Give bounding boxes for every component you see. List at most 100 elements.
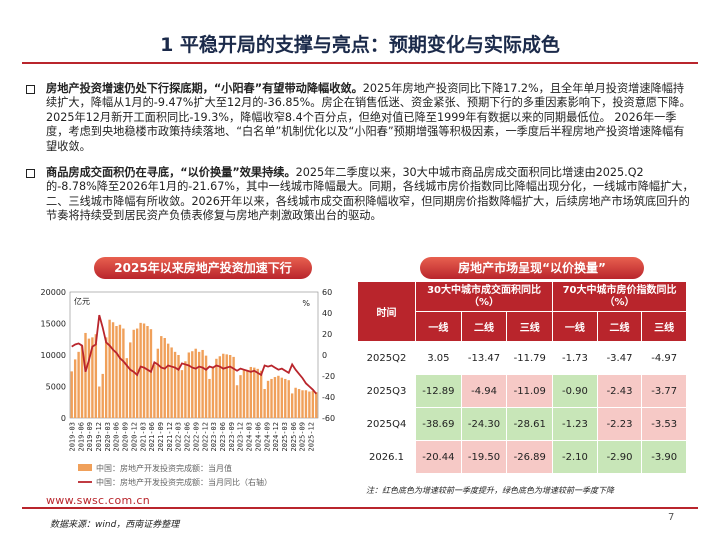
bullet-lead: 房地产投资增速仍处下行探底期，“小阳春”有望带动降幅收敛。 bbox=[46, 82, 363, 95]
bar-mark bbox=[80, 345, 84, 418]
market-table: 时间 30大中城市成交面积同比（%） 70大中城市房价指数同比（%） 一线 二线三… bbox=[357, 281, 687, 474]
legend-bar-label: 中国：房地产开发投资完成额：当月值 bbox=[96, 463, 232, 473]
x-tick-label: 2021-06 bbox=[148, 422, 156, 452]
legend-bar-swatch bbox=[78, 464, 92, 471]
value-cell: 3.05 bbox=[415, 341, 462, 375]
x-tick-label: 2025-06 bbox=[290, 422, 298, 452]
bar-mark bbox=[266, 380, 270, 418]
value-cell: -3.53 bbox=[641, 407, 687, 441]
bar-mark bbox=[108, 319, 111, 418]
page-number: 7 bbox=[668, 512, 675, 523]
x-tick-label: 2025-12 bbox=[308, 422, 316, 452]
x-tick-label: 2024-12 bbox=[272, 422, 280, 452]
bar-mark bbox=[142, 323, 146, 418]
bar-mark bbox=[194, 348, 197, 418]
x-tick-label: 2021-12 bbox=[166, 422, 174, 452]
bar-mark bbox=[256, 368, 259, 418]
bar-mark bbox=[277, 375, 280, 418]
x-tick-label: 2022-12 bbox=[201, 422, 209, 452]
value-cell: -4.97 bbox=[641, 341, 687, 375]
value-cell: -28.61 bbox=[506, 407, 554, 441]
bar-mark bbox=[253, 367, 256, 418]
value-cell: -38.69 bbox=[415, 407, 462, 441]
period-cell: 2025Q4 bbox=[357, 407, 416, 441]
bar-mark bbox=[197, 351, 201, 418]
x-tick-label: 2019-06 bbox=[77, 422, 85, 452]
bar-mark bbox=[263, 389, 266, 418]
bar-mark bbox=[98, 386, 101, 418]
y-right-tick-label: -60 bbox=[322, 414, 335, 423]
subheader-cell: 二线 bbox=[460, 311, 508, 342]
bar-mark bbox=[284, 378, 287, 418]
value-cell: -3.77 bbox=[641, 374, 687, 408]
bar-mark bbox=[153, 364, 156, 418]
x-tick-label: 2019-12 bbox=[95, 422, 103, 452]
right-panel-title: 房地产市场呈现“以价换量” bbox=[420, 257, 644, 279]
bar-mark bbox=[308, 391, 311, 418]
y-right-tick-label: 60 bbox=[322, 288, 332, 297]
bar-mark bbox=[187, 352, 191, 418]
title-divider bbox=[22, 62, 698, 64]
bullet-sales-area: 商品房成交面积仍在寻底，“以价换量”效果持续。2025年二季度以来，30大中城市… bbox=[26, 166, 694, 224]
subheader-cell: 一线 bbox=[552, 311, 598, 342]
bar-mark bbox=[242, 369, 246, 418]
value-cell: -3.47 bbox=[596, 341, 643, 375]
x-tick-label: 2019-09 bbox=[86, 422, 94, 452]
value-cell: -12.89 bbox=[415, 374, 462, 408]
bar-mark bbox=[146, 326, 149, 418]
x-tick-label: 2023-09 bbox=[228, 422, 236, 452]
x-tick-label: 2021-09 bbox=[157, 422, 165, 452]
value-cell: -13.47 bbox=[460, 341, 508, 375]
subheader-cell: 三线 bbox=[641, 311, 687, 342]
y-right-tick-label: 0 bbox=[322, 351, 327, 360]
header-time: 时间 bbox=[357, 281, 416, 342]
bar-mark bbox=[235, 385, 239, 418]
value-cell: -24.30 bbox=[460, 407, 508, 441]
y-left-tick-label: 15000 bbox=[41, 320, 66, 329]
data-source: 数据来源：wind，西南证券整理 bbox=[50, 520, 180, 530]
subheader-cell: 一线 bbox=[415, 311, 462, 342]
bullet-lead: 商品房成交面积仍在寻底，“以价换量”效果持续。 bbox=[46, 166, 296, 179]
investment-chart: 0 5000 10000 15000 20000 -60 -40 -20 0 20 40 60 亿元 % 2… bbox=[41, 288, 336, 487]
value-cell: -11.79 bbox=[506, 341, 554, 375]
y-left-tick-label: 20000 bbox=[41, 288, 66, 297]
table-body: 2025Q2 3.05 -13.47 -11.79 -1.73 -3.47 -4.97 202… bbox=[357, 341, 687, 474]
bar-mark bbox=[297, 389, 301, 418]
table-row: 2025Q3 -12.89 -4.94 -11.09 -0.90 -2.43 -3.77 bbox=[357, 374, 687, 408]
market-table-panel: 时间 30大中城市成交面积同比（%） 70大中城市房价指数同比（%） 一线 二线三… bbox=[357, 281, 687, 474]
value-cell: -2.10 bbox=[552, 440, 598, 474]
value-cell: -0.90 bbox=[552, 374, 598, 408]
footer-divider bbox=[22, 507, 698, 509]
bar-mark bbox=[118, 324, 122, 418]
bar-mark bbox=[132, 329, 135, 418]
bar-mark bbox=[204, 355, 208, 418]
bar-mark bbox=[149, 329, 153, 418]
bar-mark bbox=[173, 351, 177, 418]
y-right-tick-label: -20 bbox=[322, 372, 335, 381]
y-left-tick-label: 5000 bbox=[46, 383, 66, 392]
table-row: 2025Q2 3.05 -13.47 -11.79 -1.73 -3.47 -4.97 bbox=[357, 341, 687, 375]
table-row: 2025Q4 -38.69 -24.30 -28.61 -1.23 -2.23 -3.53 bbox=[357, 407, 687, 441]
x-tick-label: 2023-03 bbox=[210, 422, 218, 452]
x-tick-label: 2021-03 bbox=[139, 422, 147, 452]
bar-mark bbox=[94, 334, 98, 418]
bullet-investment: 房地产投资增速仍处下行探底期，“小阳春”有望带动降幅收敛。2025年房地产投资同… bbox=[26, 82, 694, 154]
header-group-price: 70大中城市房价指数同比（%） bbox=[552, 281, 687, 312]
x-tick-label: 2023-06 bbox=[219, 422, 227, 452]
value-cell: -4.94 bbox=[460, 374, 508, 408]
page-title: 1 平稳开局的支撑与亮点：预期变化与实际成色 bbox=[160, 34, 560, 56]
bar-mark bbox=[232, 356, 235, 418]
bar-mark bbox=[180, 370, 184, 418]
website-link[interactable]: www.swsc.com.cn bbox=[46, 494, 150, 507]
bar-mark bbox=[111, 322, 115, 418]
bar-mark bbox=[70, 371, 73, 418]
bar-mark bbox=[208, 378, 211, 418]
bar-mark bbox=[249, 366, 253, 418]
x-tick-label: 2025-09 bbox=[299, 422, 307, 452]
value-cell: -11.09 bbox=[506, 374, 554, 408]
bar-mark bbox=[239, 375, 242, 418]
bar-mark bbox=[77, 351, 80, 418]
y-left-tick-label: 0 bbox=[61, 414, 66, 423]
bar-mark bbox=[156, 348, 160, 418]
bar-mark bbox=[311, 390, 315, 418]
